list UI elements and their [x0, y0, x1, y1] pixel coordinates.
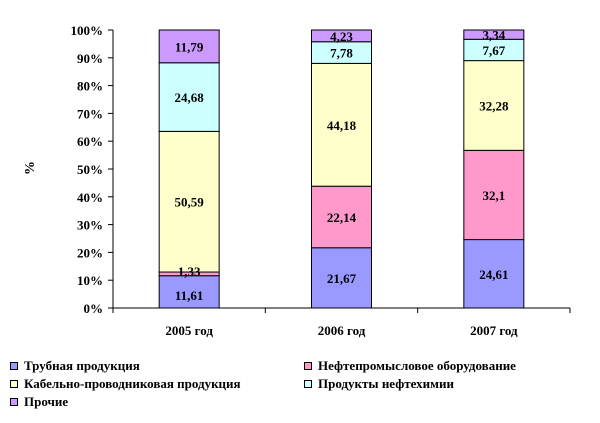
y-tick-label: 70%: [77, 106, 103, 121]
bar-segment: [311, 185, 372, 249]
bar-segment: [311, 62, 372, 187]
x-axis: 2005 год 2006 год 2007 год: [112, 307, 571, 338]
data-label: 44,18: [327, 118, 357, 133]
legend-label: Кабельно-проводниковая продукция: [24, 376, 241, 391]
y-tick-label: 50%: [77, 162, 103, 177]
bar-segment: [463, 149, 525, 241]
bar-segment: [463, 60, 525, 151]
bar-segment: [311, 29, 372, 43]
x-tick-label: 2005 год: [165, 323, 213, 338]
data-label: 24,68: [175, 90, 205, 105]
data-label: 11,79: [175, 39, 204, 54]
data-label: 7,67: [482, 43, 505, 58]
data-label: 4,23: [330, 29, 353, 44]
bar-segment: [463, 29, 525, 40]
bars: 11,61 1,33 50,59 24,68 11,79 21,67 22,14 44,18 7…: [158, 28, 525, 309]
bar-segment: [311, 247, 372, 309]
y-axis: 0% 10% 20% 30% 40% 50% 60% 70% 80% 90% 100%: [71, 23, 114, 316]
data-label: 11,61: [175, 288, 204, 303]
legend-item-cable-products: Кабельно-проводниковая продукция: [10, 376, 241, 392]
y-tick-label: 30%: [77, 218, 103, 233]
x-tick-label: 2006 год: [318, 323, 366, 338]
bar-segment: [158, 29, 220, 64]
y-tick-label: 100%: [71, 23, 104, 38]
y-tick-label: 20%: [77, 245, 103, 260]
data-label: 24,61: [479, 267, 508, 282]
legend-label: Трубная продукция: [24, 358, 140, 373]
legend-item-pipe-products: Трубная продукция: [10, 358, 140, 374]
legend-label: Прочие: [24, 394, 69, 409]
y-tick-label: 10%: [77, 273, 103, 288]
y-tick-label: 90%: [77, 51, 103, 66]
legend: Трубная продукция Нефтепромысловое обору…: [6, 358, 596, 418]
legend-item-oilfield-equipment: Нефтепромысловое оборудование: [304, 358, 516, 374]
data-label: 3,34: [482, 28, 505, 43]
y-tick-label: 40%: [77, 190, 103, 205]
stacked-bar-chart: 0% 10% 20% 30% 40% 50% 60% 70% 80% 90% 100% 2005 г…: [23, 23, 571, 338]
bar-segment: [158, 62, 220, 132]
y-tick-label: 80%: [77, 79, 103, 94]
x-tick-label: 2007 год: [470, 323, 518, 338]
legend-swatch: [10, 398, 18, 406]
data-label: 21,67: [327, 271, 357, 286]
data-label: 7,78: [330, 46, 353, 61]
y-axis-label: %: [23, 161, 38, 175]
legend-label: Нефтепромысловое оборудование: [318, 358, 516, 373]
legend-label: Продукты нефтехимии: [318, 376, 454, 391]
y-tick-label: 0%: [84, 301, 104, 316]
y-tick-label: 60%: [77, 134, 103, 149]
bar-segment: [158, 130, 220, 273]
legend-swatch: [304, 380, 312, 388]
legend-swatch: [304, 362, 312, 370]
legend-item-petrochemical-products: Продукты нефтехимии: [304, 376, 454, 392]
data-label: 32,1: [482, 188, 505, 203]
data-label: 22,14: [327, 210, 357, 225]
legend-swatch: [10, 362, 18, 370]
data-label: 50,59: [175, 195, 205, 210]
bar-segment: [463, 239, 525, 309]
bar-segment: [158, 275, 220, 309]
legend-swatch: [10, 380, 18, 388]
data-label: 1,33: [178, 264, 201, 279]
legend-item-other: Прочие: [10, 394, 68, 410]
data-label: 32,28: [479, 98, 509, 113]
